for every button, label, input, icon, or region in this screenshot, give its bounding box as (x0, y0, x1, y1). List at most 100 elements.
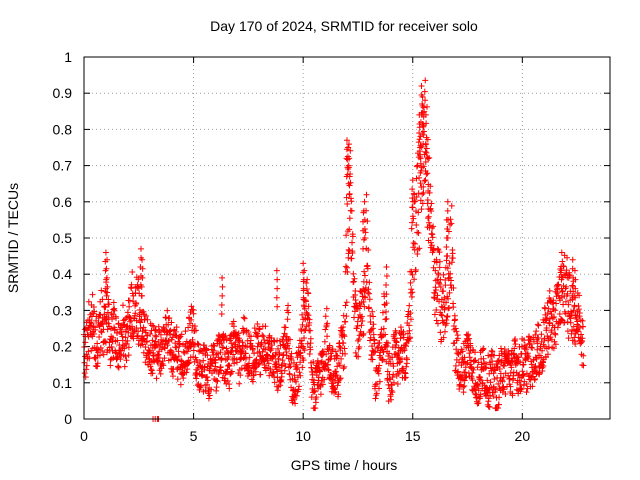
data-point (401, 347, 408, 354)
data-point (296, 369, 303, 376)
data-point (273, 294, 280, 301)
data-point (246, 354, 253, 361)
data-point (480, 345, 487, 352)
y-tick-label: 0.8 (53, 121, 73, 137)
data-point (437, 329, 444, 336)
data-point (307, 346, 314, 353)
data-point (482, 392, 489, 399)
data-point (409, 289, 416, 296)
data-point (333, 368, 340, 375)
data-point (565, 335, 572, 342)
data-point (416, 136, 423, 143)
data-point (425, 187, 432, 194)
data-point (484, 377, 491, 384)
data-point (472, 391, 479, 398)
data-point (146, 347, 153, 354)
data-point (417, 142, 424, 149)
data-point (444, 265, 451, 272)
data-point (491, 375, 498, 382)
data-point (414, 162, 421, 169)
data-point (366, 296, 373, 303)
data-point (361, 272, 368, 279)
data-point (440, 334, 447, 341)
data-point (285, 302, 292, 309)
data-point (383, 291, 390, 298)
data-point (409, 213, 416, 220)
data-point (428, 242, 435, 249)
data-point (376, 339, 383, 346)
data-point (99, 347, 106, 354)
data-point (512, 341, 519, 348)
data-point (369, 356, 376, 363)
data-point (355, 336, 362, 343)
data-point (274, 387, 281, 394)
data-point (276, 351, 283, 358)
data-point (214, 378, 221, 385)
data-point (156, 328, 163, 335)
data-point (422, 77, 429, 84)
data-point (333, 372, 340, 379)
data-point (321, 338, 328, 345)
data-point (166, 328, 173, 335)
data-point (299, 364, 306, 371)
data-point (560, 263, 567, 270)
data-point (443, 235, 450, 241)
data-point (304, 340, 311, 347)
data-point (452, 362, 459, 369)
y-tick-label: 0.2 (53, 339, 73, 355)
data-point (89, 291, 96, 298)
data-point (574, 318, 581, 325)
data-point (502, 390, 509, 397)
data-point (210, 347, 217, 354)
data-point (388, 387, 395, 394)
data-point (552, 331, 559, 338)
data-point (407, 310, 414, 317)
data-point (569, 292, 576, 299)
data-point (141, 335, 148, 342)
data-point (143, 312, 150, 319)
data-point (225, 353, 232, 360)
data-point (422, 97, 429, 104)
data-point (242, 355, 249, 362)
data-point (491, 352, 498, 359)
data-point (555, 292, 562, 299)
data-point (370, 321, 377, 328)
data-point (436, 264, 443, 271)
data-point (204, 352, 211, 359)
data-point (164, 307, 171, 314)
data-point (265, 360, 272, 367)
data-point (351, 275, 358, 282)
data-point (355, 353, 362, 360)
data-point (573, 315, 580, 322)
data-point (125, 344, 132, 351)
data-point (523, 370, 530, 377)
data-point (360, 330, 367, 337)
data-point (376, 378, 383, 385)
y-tick-label: 0.1 (53, 375, 73, 391)
data-point (452, 325, 459, 332)
data-point (193, 375, 200, 382)
data-point (552, 341, 559, 348)
data-point (455, 368, 462, 375)
data-point (444, 198, 451, 205)
data-point (123, 357, 130, 364)
data-point (284, 316, 291, 323)
data-point (144, 316, 151, 323)
data-point (317, 391, 324, 398)
data-point (470, 366, 477, 373)
data-point (427, 183, 434, 190)
data-point (375, 365, 382, 372)
data-point (411, 240, 418, 247)
data-point (360, 236, 367, 243)
data-point (139, 328, 146, 335)
data-point (134, 333, 141, 340)
data-point (417, 160, 424, 167)
data-point (111, 307, 118, 314)
data-point (567, 319, 574, 326)
data-point (378, 333, 385, 340)
data-point (323, 351, 330, 358)
data-point (369, 308, 376, 315)
data-point (575, 306, 582, 313)
data-point (96, 352, 103, 359)
data-point (566, 272, 573, 279)
